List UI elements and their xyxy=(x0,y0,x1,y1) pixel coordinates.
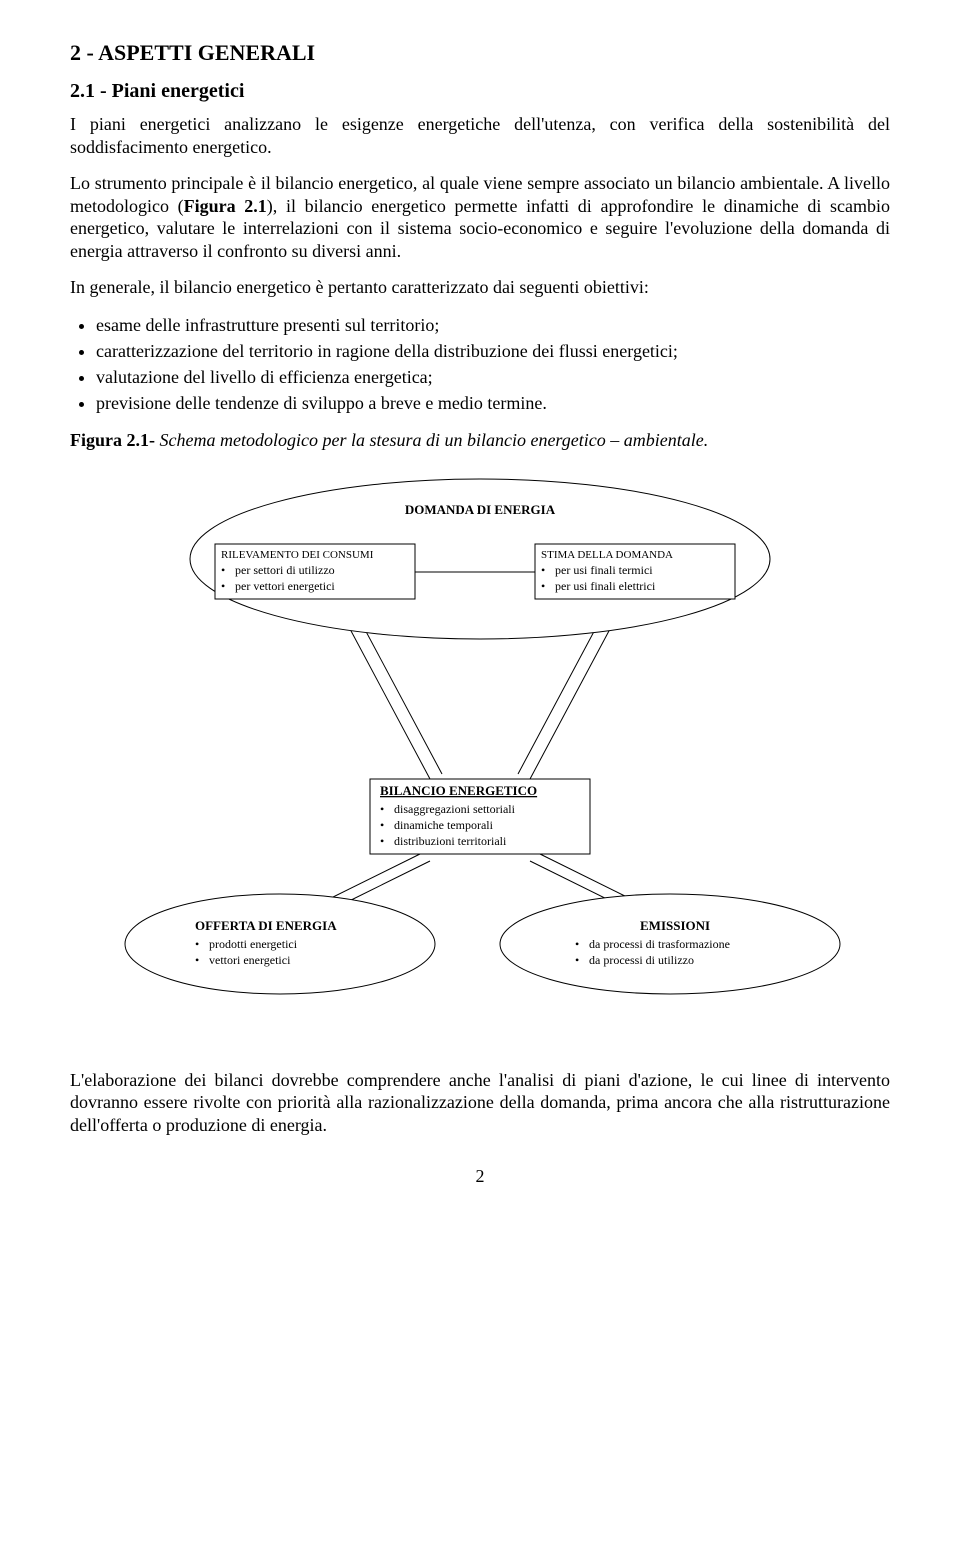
svg-text:prodotti energetici: prodotti energetici xyxy=(209,937,298,951)
svg-text:BILANCIO ENERGETICO: BILANCIO ENERGETICO xyxy=(380,783,537,798)
svg-text:•: • xyxy=(195,937,199,951)
svg-text:STIMA DELLA DOMANDA: STIMA DELLA DOMANDA xyxy=(541,549,673,561)
svg-text:•: • xyxy=(380,802,384,816)
figure-label: Figura 2.1- xyxy=(70,430,155,450)
svg-text:EMISSIONI: EMISSIONI xyxy=(640,918,710,933)
svg-text:OFFERTA DI ENERGIA: OFFERTA DI ENERGIA xyxy=(195,918,337,933)
svg-text:disaggregazioni settoriali: disaggregazioni settoriali xyxy=(394,802,516,816)
figure-caption: Figura 2.1- Schema metodologico per la s… xyxy=(70,430,890,451)
paragraph-3: In generale, il bilancio energetico è pe… xyxy=(70,276,890,299)
svg-text:per usi finali termici: per usi finali termici xyxy=(555,563,653,577)
svg-text:vettori energetici: vettori energetici xyxy=(209,953,291,967)
svg-text:RILEVAMENTO DEI CONSUMI: RILEVAMENTO DEI CONSUMI xyxy=(221,549,374,561)
objectives-list: esame delle infrastrutture presenti sul … xyxy=(70,313,890,416)
para2-bold: Figura 2.1 xyxy=(184,196,267,216)
svg-text:dinamiche temporali: dinamiche temporali xyxy=(394,818,494,832)
svg-text:•: • xyxy=(195,953,199,967)
list-item: previsione delle tendenze di sviluppo a … xyxy=(96,391,890,415)
svg-text:•: • xyxy=(380,834,384,848)
svg-text:da processi di utilizzo: da processi di utilizzo xyxy=(589,953,694,967)
page-number: 2 xyxy=(70,1166,890,1187)
list-item: caratterizzazione del territorio in ragi… xyxy=(96,339,890,363)
svg-text:•: • xyxy=(541,579,545,593)
svg-text:•: • xyxy=(575,937,579,951)
paragraph-4: L'elaborazione dei bilanci dovrebbe comp… xyxy=(70,1069,890,1137)
svg-text:per vettori energetici: per vettori energetici xyxy=(235,579,335,593)
svg-text:per settori di utilizzo: per settori di utilizzo xyxy=(235,563,335,577)
svg-text:•: • xyxy=(221,579,225,593)
figure-caption-text: Schema metodologico per la stesura di un… xyxy=(155,430,708,450)
methodology-diagram: DOMANDA DI ENERGIA RILEVAMENTO DEI CONSUM… xyxy=(90,469,870,1029)
svg-text:DOMANDA DI ENERGIA: DOMANDA DI ENERGIA xyxy=(405,502,556,517)
list-item: esame delle infrastrutture presenti sul … xyxy=(96,313,890,337)
subsection-heading: 2.1 - Piani energetici xyxy=(70,80,890,103)
svg-text:•: • xyxy=(575,953,579,967)
list-item: valutazione del livello di efficienza en… xyxy=(96,365,890,389)
svg-text:da processi di trasformazione: da processi di trasformazione xyxy=(589,937,730,951)
paragraph-2: Lo strumento principale è il bilancio en… xyxy=(70,172,890,262)
section-heading: 2 - ASPETTI GENERALI xyxy=(70,40,890,66)
svg-text:•: • xyxy=(221,563,225,577)
svg-text:distribuzioni territoriali: distribuzioni territoriali xyxy=(394,834,507,848)
paragraph-1: I piani energetici analizzano le esigenz… xyxy=(70,113,890,158)
svg-text:•: • xyxy=(541,563,545,577)
svg-text:per usi finali elettrici: per usi finali elettrici xyxy=(555,579,656,593)
svg-text:•: • xyxy=(380,818,384,832)
